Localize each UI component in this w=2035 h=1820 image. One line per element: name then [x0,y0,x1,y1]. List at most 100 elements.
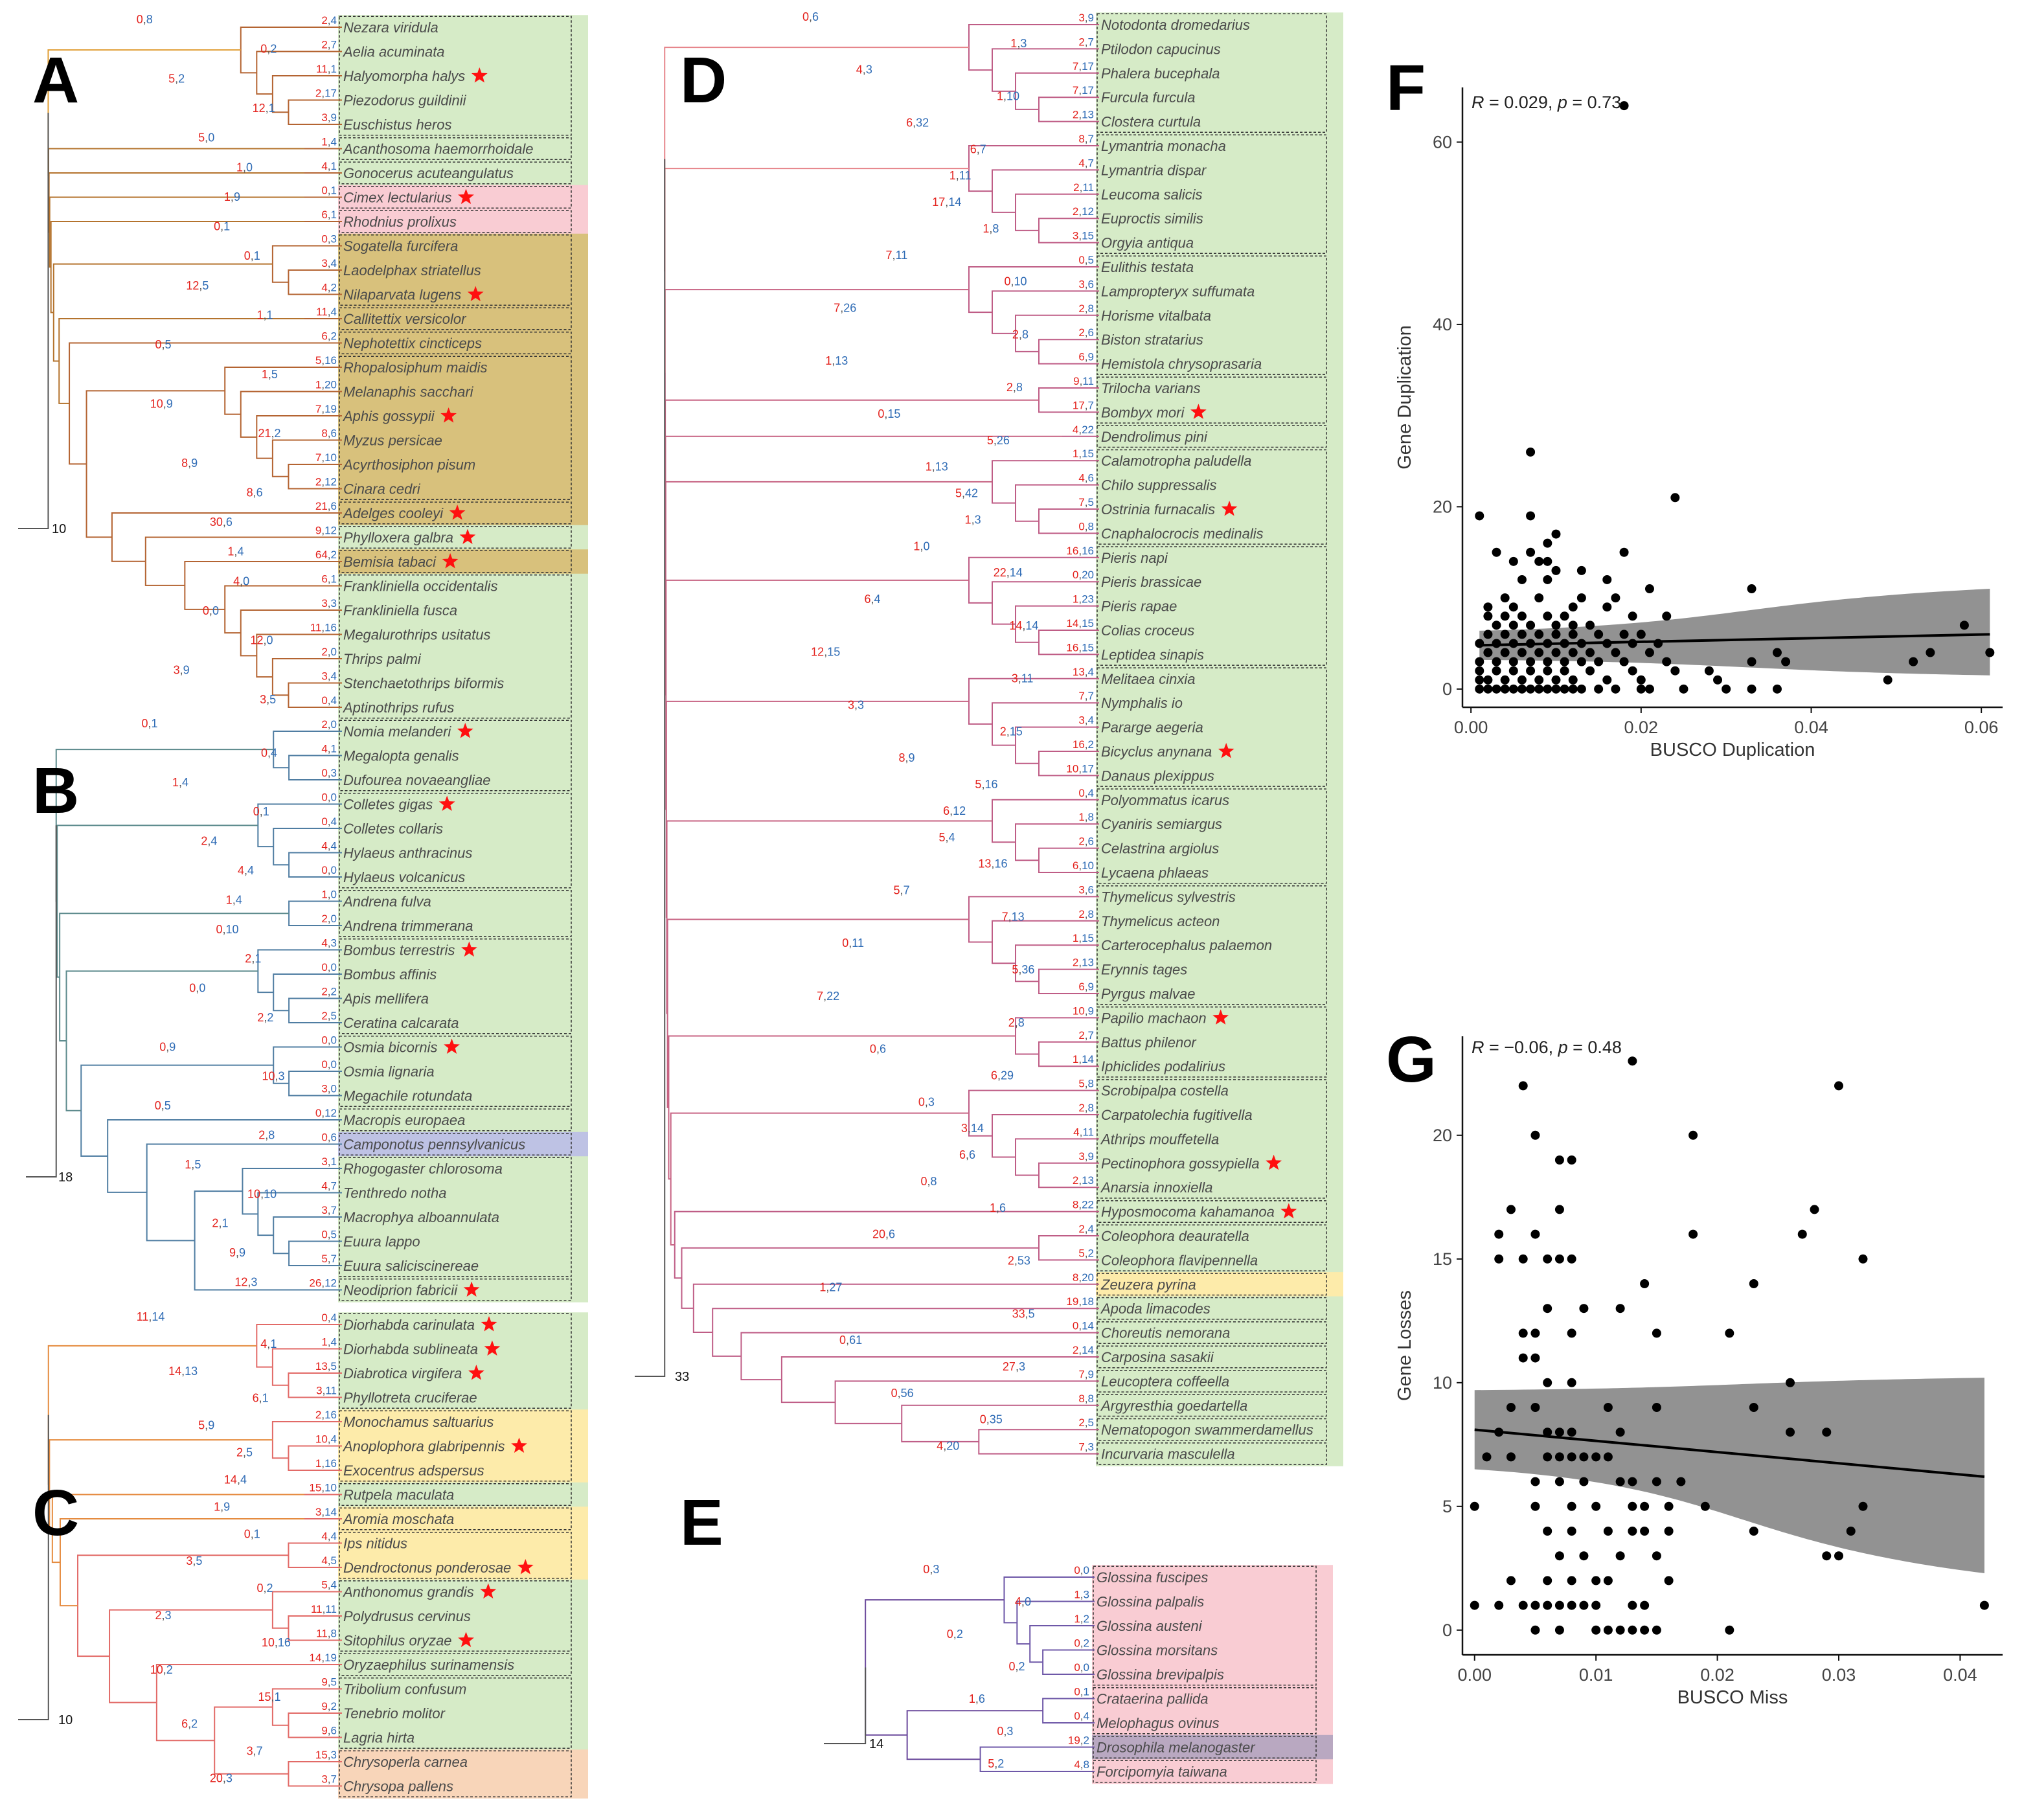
data-point [1567,1378,1576,1387]
taxon-bg-b-6 [338,865,588,890]
tip-count-label: 0,0 [1074,1564,1089,1576]
data-point [1568,675,1578,685]
data-point [1551,684,1561,694]
taxon-bg-c-11 [338,1579,588,1604]
taxon-bg-d-43 [1096,1054,1343,1079]
taxon-label: Pieris rapae [1101,598,1177,615]
data-point [1834,1551,1843,1561]
taxon-label: Zeuzera pyrina [1100,1277,1196,1293]
scatter-plot-g: 0.00 0.01 0.02 0.03 0.04 0 5 10 15 20 BUSCO Miss Ge… [1394,1036,2003,1708]
data-point [1652,1403,1661,1412]
data-point [1644,584,1654,594]
data-point [1517,574,1527,584]
node-count-label: 0,5 [155,338,171,351]
node-count-label: 0,3 [918,1095,935,1108]
branch-a [240,27,342,74]
node-count-label: 1,8 [983,222,999,235]
data-point [1579,1304,1589,1314]
data-point [1858,1501,1868,1511]
data-point [1636,675,1646,685]
group-box-c-0 [339,1313,572,1409]
tip-count-label: 14,15 [1066,617,1094,630]
data-point [1781,657,1791,666]
node-count-label: 4,20 [937,1440,959,1453]
x-tick-label: 0.02 [1624,718,1659,737]
branch-a [271,75,342,113]
taxon-label: Erynnis tages [1101,962,1187,978]
taxon-bg-a-1 [338,39,588,64]
taxon-label: Halyomorpha halys [343,68,465,84]
data-point [1508,556,1518,566]
taxon-label: Trilocha varians [1101,380,1201,396]
taxon-bg-b-5 [338,840,588,865]
taxon-bg-d-31 [1096,763,1343,788]
taxon-bg-c-19 [338,1773,588,1799]
backbone-a [52,263,273,362]
taxon-label: Apoda limacodes [1100,1301,1211,1317]
node-count-label: 12,0 [250,634,273,647]
branch-a [240,391,342,438]
taxon-bg-b-10 [338,962,588,987]
taxon-label: Hylaeus volcanicus [343,869,465,885]
data-point [1579,1600,1589,1610]
tip-count-label: 3,6 [1078,883,1094,896]
star-icon [1218,743,1234,758]
taxon-bg-b-17 [338,1132,588,1157]
data-point [1615,1625,1625,1635]
taxon-bg-d-10 [1096,255,1343,280]
tip-count-label: 4,1 [321,743,337,755]
taxon-label: Bombyx mori [1101,404,1185,420]
taxon-label: Laodelphax striatellus [343,262,481,279]
data-point [1508,602,1518,612]
group-box-a-12 [339,574,572,719]
taxon-label: Nematopogon swammerdamellus [1101,1422,1313,1438]
data-point [1628,1600,1637,1610]
node-count-label: 14,4 [224,1473,247,1486]
node-count-label: 1,1 [256,309,273,322]
node-count-label: 0,1 [253,805,269,818]
taxon-bg-d-30 [1096,739,1343,764]
tip-count-label: 1,3 [1074,1589,1089,1601]
node-count-label: 1,6 [990,1201,1006,1214]
tip-count-label: 16,15 [1066,641,1094,654]
data-point [1508,684,1518,694]
taxon-label: Aphis gossypii [342,408,435,424]
taxon-label: Melophagus ovinus [1097,1715,1220,1731]
data-point [1543,1452,1552,1462]
backbone-a [85,390,225,538]
backbone-d [712,1308,1062,1357]
data-point [1664,1576,1674,1586]
taxon-bg-d-39 [1096,957,1343,982]
taxon-label: Ceratina calcarata [343,1015,459,1031]
taxon-label: Tenebrio molitor [343,1705,446,1722]
taxon-bg-a-4 [338,112,588,137]
tip-count-label: 13,4 [1073,666,1094,678]
taxon-bg-b-12 [338,1010,588,1036]
taxon-bg-d-52 [1096,1272,1343,1297]
tip-count-label: 16,16 [1066,545,1094,557]
data-point [1500,630,1510,639]
data-point [1518,1081,1528,1091]
data-point [1492,666,1501,676]
tree-branches-layer [18,24,1099,1787]
data-point [1662,611,1672,621]
taxon-bg-d-46 [1096,1126,1343,1152]
tip-count-label: 0,4 [1078,787,1094,799]
taxon-bg-d-12 [1096,303,1343,328]
taxon-label: Tenthredo notha [343,1185,446,1201]
tip-count-label: 7,5 [1078,496,1094,508]
data-point [1543,657,1552,666]
data-point [1615,1304,1625,1314]
node-count-label: 0,6 [870,1043,886,1056]
data-point [1506,1205,1516,1214]
backbone-c [51,1494,304,1564]
taxon-bg-a-5 [338,136,588,161]
tip-count-label: 11,11 [311,1603,337,1615]
tip-count-label: 11,8 [316,1628,337,1640]
data-point [1822,1428,1832,1437]
taxon-bg-c-6 [338,1458,588,1483]
taxon-bg-d-5 [1096,133,1343,159]
node-count-label: 17,14 [932,196,961,209]
tip-count-label: 3,4 [1078,714,1094,727]
taxon-bg-c-5 [338,1433,588,1459]
